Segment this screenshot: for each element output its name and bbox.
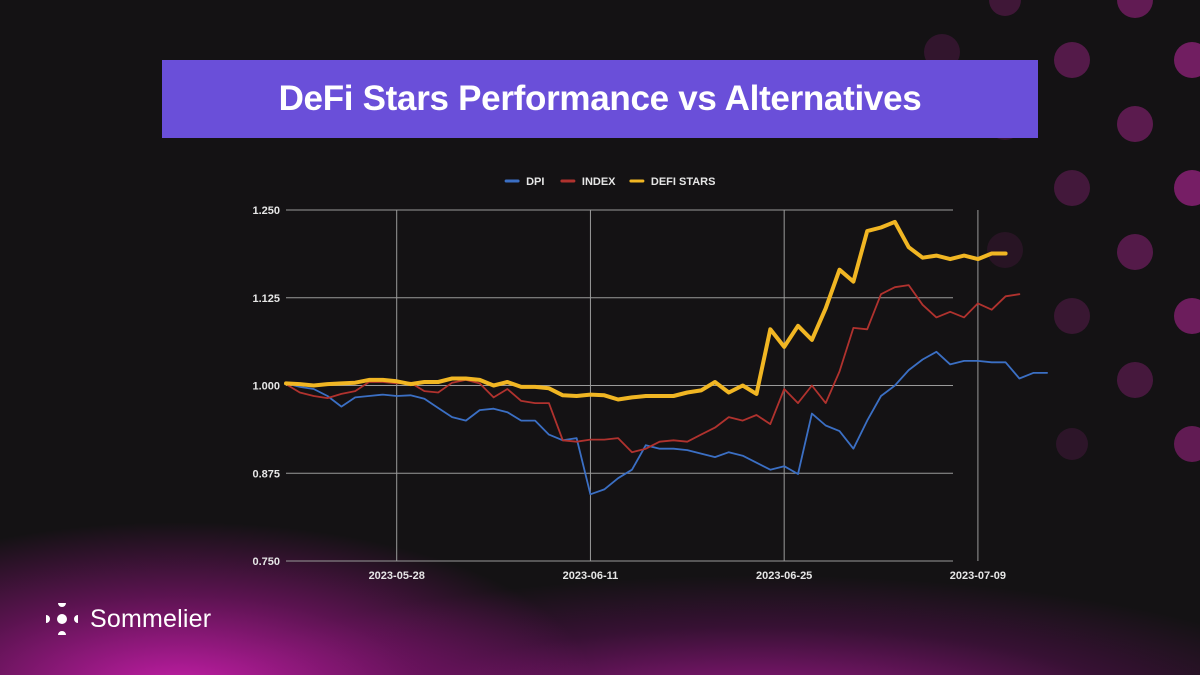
y-tick-label: 0.750	[252, 556, 280, 568]
decorative-dot	[1117, 106, 1153, 142]
decorative-dot	[1117, 234, 1153, 270]
decorative-dot	[1174, 298, 1200, 334]
decorative-dot	[1174, 170, 1200, 206]
y-tick-label: 1.250	[252, 205, 280, 217]
decorative-dot	[1054, 42, 1090, 78]
decorative-dot	[1054, 170, 1090, 206]
series-line-defi-stars	[284, 219, 1008, 402]
decorative-dot	[1117, 362, 1153, 398]
sommelier-logo-icon	[46, 603, 78, 635]
legend-label-index: INDEX	[582, 176, 616, 188]
x-axis: 2023-05-28 2023-06-11 2023-06-25 2023-07-09	[369, 570, 1006, 582]
decorative-dot	[1117, 0, 1153, 18]
x-tick-label: 2023-06-11	[563, 570, 619, 582]
decorative-dot	[987, 232, 1023, 268]
chart-legend: DPI INDEX DEFI STARS	[504, 176, 716, 188]
chart-grid	[286, 209, 979, 562]
y-tick-label: 1.125	[252, 293, 280, 305]
legend-label-defi-stars: DEFI STARS	[651, 176, 716, 188]
y-axis: 1.250 1.125 1.000 0.875 0.750	[252, 205, 280, 568]
decorative-dot	[1174, 426, 1200, 462]
y-tick-label: 0.875	[252, 468, 280, 480]
x-tick-label: 2023-07-09	[950, 570, 1006, 582]
brand: Sommelier	[46, 603, 211, 635]
x-tick-label: 2023-05-28	[369, 570, 425, 582]
decorative-dot	[1056, 428, 1088, 460]
title-banner: DeFi Stars Performance vs Alternatives	[162, 60, 1038, 138]
legend-label-dpi: DPI	[526, 176, 544, 188]
y-tick-label: 1.000	[252, 381, 280, 393]
decorative-dot	[1174, 42, 1200, 78]
series-line-dpi	[285, 350, 1048, 496]
brand-name: Sommelier	[90, 604, 212, 633]
page-title: DeFi Stars Performance vs Alternatives	[278, 79, 922, 118]
x-tick-label: 2023-06-25	[756, 570, 812, 582]
decorative-dot	[1054, 298, 1090, 334]
chart-series	[284, 219, 1048, 496]
decorative-dot	[989, 0, 1021, 16]
